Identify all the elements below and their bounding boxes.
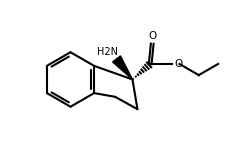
- Polygon shape: [112, 56, 132, 79]
- Text: H2N: H2N: [97, 47, 118, 57]
- Text: O: O: [174, 59, 182, 69]
- Text: O: O: [148, 31, 156, 41]
